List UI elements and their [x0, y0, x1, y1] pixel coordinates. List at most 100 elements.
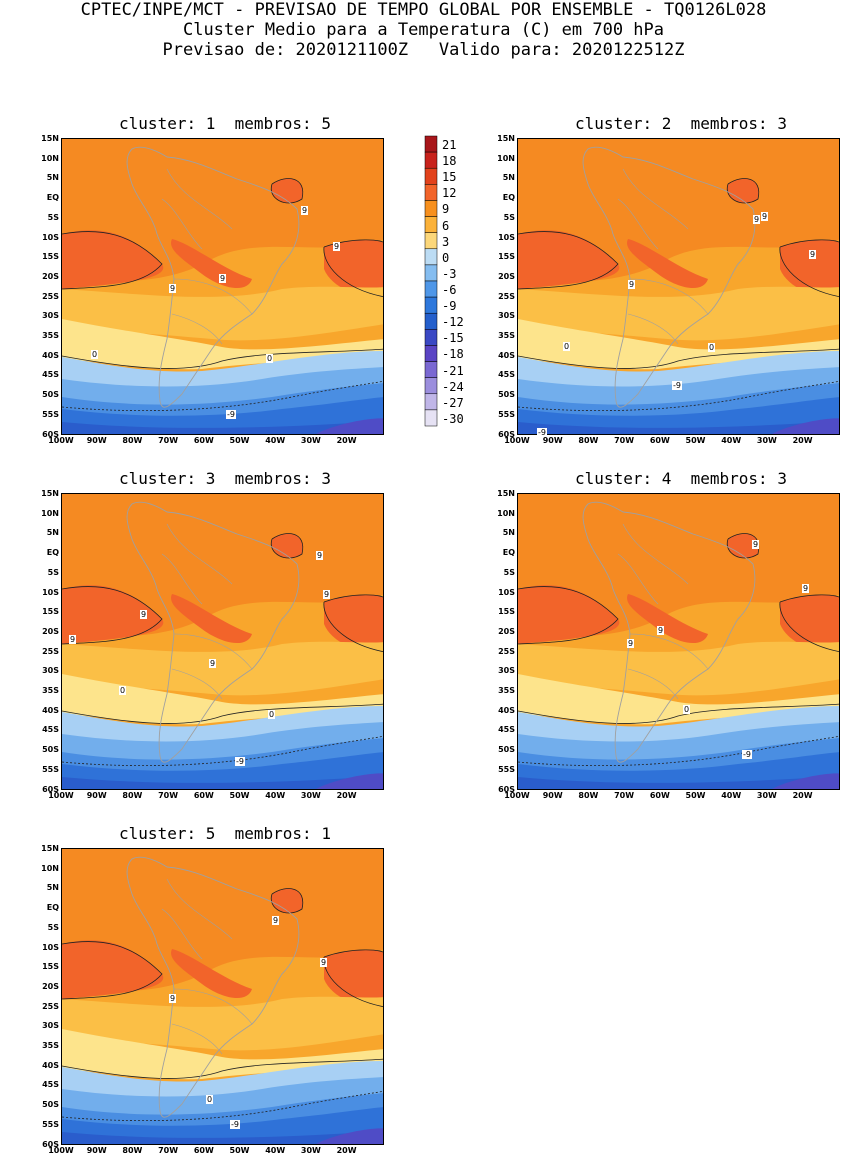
lon-tick-label: 60W: [193, 791, 214, 800]
lon-tick-label: 20W: [336, 436, 357, 445]
lat-tick-label: 25S: [42, 291, 59, 301]
lon-tick-label: 70W: [158, 791, 179, 800]
panel-title-3: cluster: 3 membros: 3: [119, 469, 331, 488]
lat-tick-label: 20S: [42, 981, 59, 991]
lon-tick-label: 50W: [229, 436, 250, 445]
colorbar-label: -12: [442, 315, 464, 330]
map-panel-1: [61, 138, 384, 435]
lon-tick-label: 80W: [578, 436, 599, 445]
lat-tick-label: EQ: [46, 548, 59, 558]
colorbar-swatch: [424, 232, 438, 250]
contour-label: 9: [753, 215, 761, 224]
temperature-field-5: [62, 849, 383, 1144]
header-line-1: CPTEC/INPE/MCT - PREVISAO DE TEMPO GLOBA…: [80, 0, 767, 20]
contour-label: 9: [140, 610, 148, 619]
lon-tick-label: 80W: [122, 1146, 143, 1155]
lon-tick-label: 40W: [265, 1146, 286, 1155]
temperature-field-3: [62, 494, 383, 789]
lon-tick-label: 20W: [336, 1146, 357, 1155]
contour-label: 0: [91, 350, 99, 359]
lat-tick-label: 35S: [498, 686, 515, 695]
header-line-2: Cluster Medio para a Temperatura (C) em …: [182, 20, 665, 40]
colorbar-swatch: [424, 377, 438, 395]
lon-tick-label: 50W: [229, 791, 250, 800]
lat-tick-label: 10S: [42, 587, 59, 597]
lat-tick-label: 55S: [42, 1119, 59, 1129]
colorbar-label: -18: [442, 347, 464, 362]
lat-tick-label: 15S: [42, 962, 59, 972]
lon-tick-label: 100W: [48, 436, 74, 445]
contour-label: 9: [809, 250, 817, 259]
lat-tick-label: 10N: [41, 153, 59, 163]
colorbar-label: 18: [442, 154, 457, 169]
colorbar-label: -27: [442, 395, 464, 410]
colorbar-swatch: [424, 264, 438, 282]
lon-tick-label: 90W: [542, 436, 563, 445]
lat-tick-label: 15S: [42, 252, 59, 262]
lat-tick-label: 60S: [498, 429, 515, 439]
lat-tick-label: 60S: [42, 429, 59, 439]
lat-tick-label: 20S: [498, 271, 515, 281]
panel-title-5: cluster: 5 membros: 1: [119, 824, 331, 843]
colorbar-swatch: [424, 167, 438, 185]
colorbar-label: -9: [442, 299, 457, 314]
lat-tick-label: EQ: [46, 903, 59, 913]
lat-tick-label: 50S: [42, 390, 59, 400]
panel-title-2: cluster: 2 membros: 3: [575, 114, 787, 133]
lon-tick-label: 40W: [265, 436, 286, 445]
lat-tick-label: 30S: [498, 311, 515, 321]
lon-tick-label: 80W: [122, 436, 143, 445]
lat-tick-label: 25S: [498, 291, 515, 301]
lat-tick-label: 5N: [502, 528, 515, 538]
colorbar-swatch: [424, 216, 438, 233]
lat-tick-label: 5S: [47, 922, 59, 932]
lon-tick-label: 80W: [122, 791, 143, 800]
panel-title-4: cluster: 4 membros: 3: [575, 469, 787, 488]
lat-tick-label: 5N: [46, 528, 59, 538]
lon-tick-label: 50W: [685, 791, 706, 800]
lon-tick-label: 40W: [265, 791, 286, 800]
lat-tick-label: 20S: [42, 271, 59, 281]
contour-label: 0: [268, 710, 276, 719]
map-panel-4: [517, 493, 840, 790]
contour-label: 9: [169, 284, 177, 293]
colorbar-label: -6: [442, 283, 457, 297]
contour-label: 9: [169, 994, 177, 1003]
lat-tick-label: 30S: [42, 311, 59, 321]
lat-tick-label: 10S: [42, 232, 59, 242]
contour-label: 9: [69, 635, 77, 644]
lat-tick-label: 25S: [42, 1001, 59, 1011]
lon-tick-label: 20W: [792, 436, 813, 445]
lat-tick-label: 25S: [42, 646, 59, 656]
colorbar-label: -24: [442, 379, 464, 394]
contour-label: 9: [272, 916, 280, 925]
lat-tick-label: 60S: [42, 784, 59, 794]
contour-label: 9: [301, 206, 309, 215]
lon-tick-label: 80W: [578, 791, 599, 800]
lat-tick-label: 5S: [503, 212, 515, 222]
lat-tick-label: 5N: [502, 173, 515, 183]
contour-label: 9: [802, 584, 810, 593]
lat-tick-label: 5N: [46, 173, 59, 183]
lat-tick-label: 10N: [41, 508, 59, 518]
lat-tick-label: 50S: [498, 390, 515, 400]
colorbar-label: 0: [442, 250, 450, 265]
lat-tick-label: EQ: [502, 193, 515, 203]
colorbar-swatch: [424, 345, 438, 362]
colorbar-swatch: [424, 296, 438, 314]
lon-tick-label: 40W: [721, 436, 742, 445]
lon-tick-label: 20W: [792, 791, 813, 800]
contour-label: 9: [209, 659, 217, 668]
lat-tick-label: 40S: [498, 350, 515, 360]
lat-tick-label: 10N: [497, 153, 515, 163]
lon-tick-label: 30W: [756, 436, 777, 445]
lat-tick-label: 45S: [42, 370, 59, 380]
lon-tick-label: 100W: [504, 436, 530, 445]
contour-label: -9: [537, 428, 547, 437]
map-panel-5: [61, 848, 384, 1145]
lon-tick-label: 60W: [649, 791, 670, 800]
colorbar-swatch: [424, 151, 438, 169]
lat-tick-label: 15N: [41, 489, 59, 498]
lat-tick-label: 5S: [47, 212, 59, 222]
lat-tick-label: 60S: [498, 784, 515, 794]
